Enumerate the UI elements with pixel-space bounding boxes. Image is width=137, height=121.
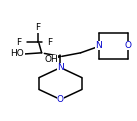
Text: F: F	[47, 38, 52, 47]
Text: HO: HO	[11, 49, 24, 58]
Text: N: N	[57, 63, 64, 72]
Text: F: F	[35, 23, 40, 33]
Text: OH: OH	[44, 55, 58, 64]
Text: F: F	[16, 38, 21, 47]
Text: O: O	[125, 41, 132, 50]
Text: O: O	[57, 95, 64, 104]
Text: N: N	[95, 41, 102, 50]
